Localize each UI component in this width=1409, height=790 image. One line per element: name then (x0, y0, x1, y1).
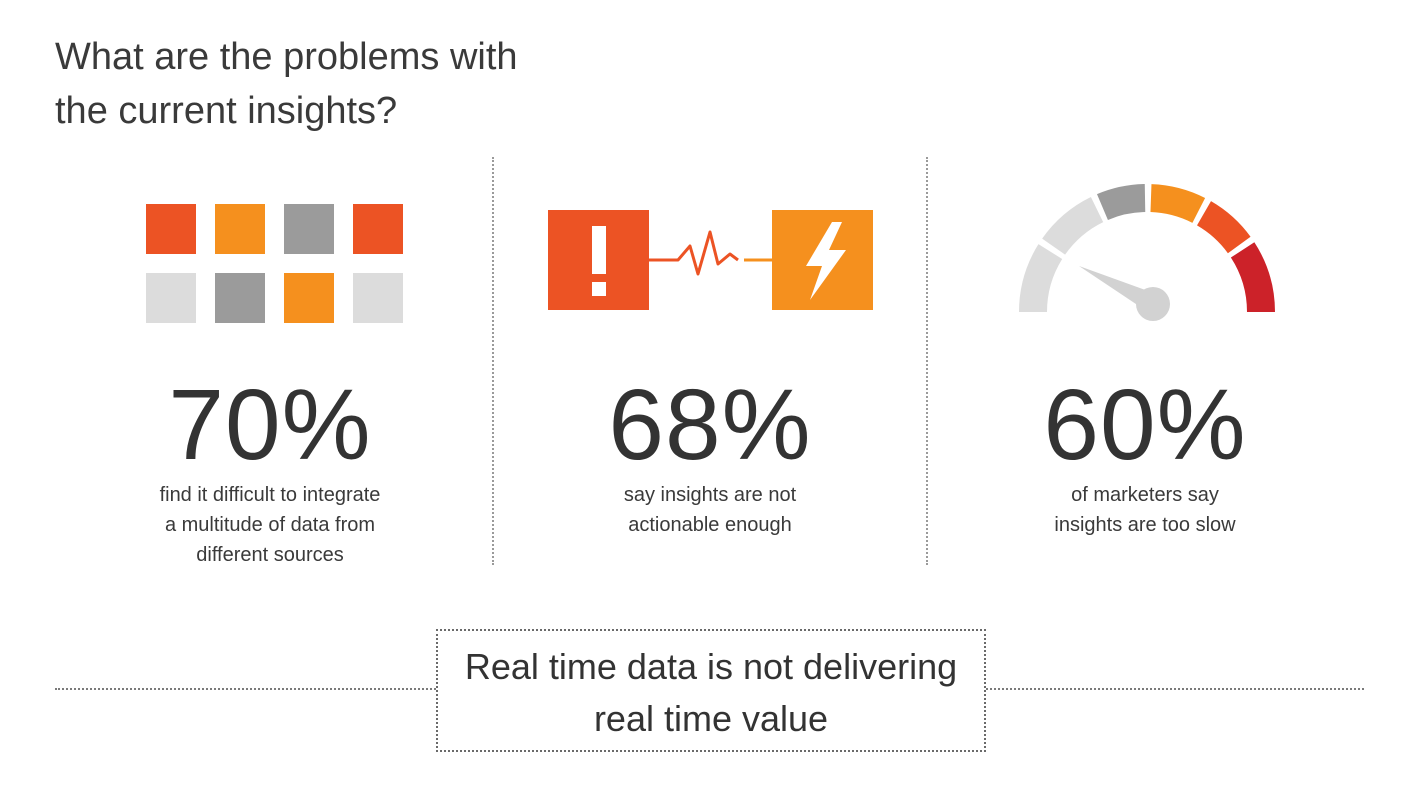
lightning-bolt-icon (806, 222, 846, 300)
alert-to-action-icon (548, 210, 873, 310)
grid-square (146, 273, 196, 323)
stat-caption-line: insights are too slow (1054, 514, 1236, 536)
callout-line-1: Real time data is not delivering (464, 646, 958, 687)
grid-square (353, 273, 403, 323)
callout-rule-left (55, 688, 436, 690)
grid-square (353, 204, 403, 254)
stat-column-integration: 70% find it difficult to integrate a mul… (70, 0, 470, 600)
stat-caption-line: a multitude of data from (164, 514, 376, 536)
stat-column-speed: 60% of marketers say insights are too sl… (945, 0, 1345, 600)
stat-caption-line: different sources (196, 544, 344, 566)
stat-caption: find it difficult to integrate a multitu… (70, 480, 470, 570)
column-divider (926, 157, 928, 565)
gauge-segment (1042, 196, 1104, 255)
stat-value: 68% (608, 369, 812, 481)
stat-column-actionable: 68% say insights are not actionable enou… (510, 0, 910, 600)
stat-caption-line: say insights are not (623, 484, 797, 506)
gauge-segment (1096, 184, 1146, 220)
page-title-line-1: What are the problems with (55, 36, 518, 78)
page-title-line-2: the current insights? (55, 90, 398, 132)
callout-rule-right (986, 688, 1364, 690)
exclamation-bar (592, 226, 606, 274)
signal-line-icon (649, 230, 739, 276)
exclamation-dot (592, 282, 606, 296)
stat-caption: say insights are not actionable enough (510, 480, 910, 540)
column-divider (492, 157, 494, 565)
gauge-needle (1079, 266, 1151, 310)
gauge-segment (1150, 184, 1206, 223)
gauge-segment (1019, 244, 1063, 312)
grid-square (215, 273, 265, 323)
stat-caption-line: actionable enough (628, 514, 792, 536)
stat-caption-line: of marketers say (1071, 484, 1219, 506)
stat-caption: of marketers say insights are too slow (945, 480, 1345, 540)
grid-square (146, 204, 196, 254)
grid-square (284, 204, 334, 254)
gauge-segment (1197, 201, 1251, 254)
stat-caption-line: find it difficult to integrate (159, 484, 381, 506)
stat-value: 70% (168, 369, 372, 481)
data-grid-icon (146, 204, 403, 323)
grid-square (215, 204, 265, 254)
gauge-hub (1136, 287, 1170, 321)
stat-value: 60% (1043, 369, 1247, 481)
grid-square (284, 273, 334, 323)
page-title: What are the problems with the current i… (55, 30, 518, 138)
gauge-segment (1230, 242, 1275, 312)
callout-line-2: real time value (593, 698, 829, 739)
speedometer-icon (1019, 184, 1275, 321)
callout-box: Real time data is not delivering real ti… (436, 629, 986, 752)
